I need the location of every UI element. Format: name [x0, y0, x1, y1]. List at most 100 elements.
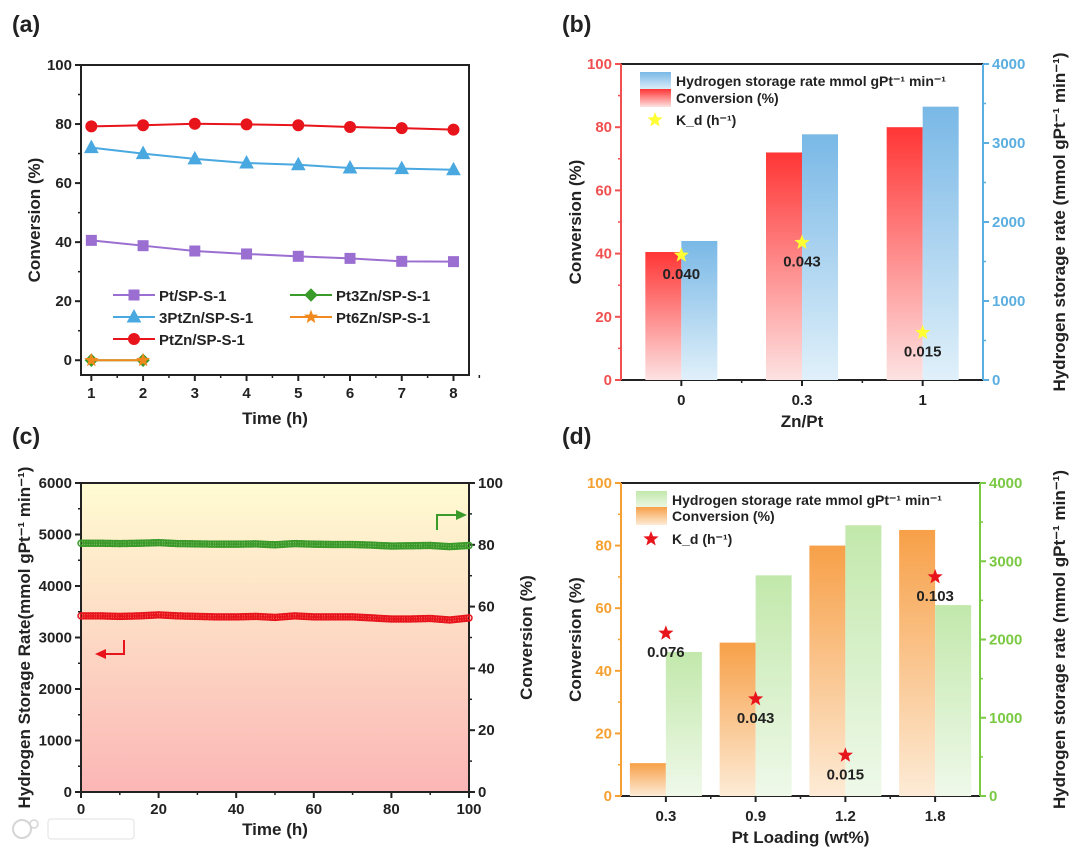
data-point: [411, 541, 420, 550]
kd-value-label: 0.076: [647, 644, 685, 661]
data-point: [130, 612, 139, 620]
data-point: [302, 612, 311, 621]
data-point: [157, 539, 165, 547]
data-point: [242, 540, 250, 548]
data-point: [341, 613, 350, 621]
data-point: [348, 540, 357, 549]
data-point: [290, 539, 299, 548]
series-3PtZn/SP-S-1: [84, 139, 461, 176]
series-line: [91, 239, 454, 263]
data-point: [96, 539, 105, 548]
data-point: [147, 611, 156, 619]
d-y2-axis-title: Hydrogen storage rate (mmol gPt⁻¹ min⁻¹): [1050, 470, 1069, 809]
data-point: [120, 539, 129, 548]
data-point: [86, 612, 95, 620]
c-y2-axis-tick-label: 100: [478, 475, 503, 492]
data-point: [247, 612, 255, 621]
data-point: [183, 612, 192, 620]
c-x-tick-label: 40: [228, 801, 245, 818]
data-point: [128, 539, 136, 548]
data-point: [198, 612, 206, 621]
data-point: [314, 613, 323, 621]
storage-rate-bar: [935, 605, 972, 796]
data-point: [225, 613, 233, 621]
legend-label: Hydrogen storage rate mmol gPt⁻¹ min⁻¹: [672, 492, 942, 508]
a-y-axis-tick-label: 80: [55, 116, 72, 133]
d-y2-axis-tick-label: 4000: [989, 475, 1022, 492]
data-point: [397, 615, 405, 623]
series-Pt6Zn/SP-S-1: [84, 352, 151, 367]
conversion-bar: [809, 545, 846, 796]
d-y-axis-tick-label: 60: [595, 600, 612, 617]
d-y-axis-tick-label: 100: [587, 475, 612, 492]
data-point: [205, 612, 214, 621]
data-point: [334, 540, 342, 549]
data-point: [164, 539, 173, 547]
data-point: [232, 540, 240, 548]
data-point: [344, 540, 352, 549]
data-point: [256, 612, 265, 621]
data-point: [390, 542, 398, 550]
c-x-tick-label: 0: [77, 801, 85, 818]
data-point: [268, 613, 277, 622]
watermark-logo: [12, 818, 135, 840]
data-point: [341, 540, 350, 549]
legend-swatch-conversion: [640, 89, 671, 107]
legend-label: Pt6Zn/SP-S-1: [336, 310, 430, 327]
data-point: [390, 615, 398, 623]
data-point: [363, 541, 371, 549]
legend-item: Pt3Zn/SP-S-1: [290, 288, 430, 305]
data-point: [213, 613, 221, 621]
b-y2-axis-tick-label: 2000: [992, 214, 1025, 231]
b-y2-axis-tick-label: 3000: [992, 135, 1025, 152]
data-point: [118, 539, 126, 548]
c-y2-axis-tick-label: 20: [478, 722, 495, 739]
data-point: [377, 541, 386, 550]
data-point: [465, 614, 473, 622]
data-point: [249, 540, 257, 548]
legend-swatch-storage-rate: [636, 491, 667, 509]
b-y-axis-title: Conversion (%): [566, 160, 585, 285]
conversion-bar: [645, 252, 682, 380]
data-point: [342, 159, 358, 174]
data-point: [215, 613, 223, 621]
c-y2-axis-title: Conversion (%): [517, 575, 536, 700]
data-point: [331, 613, 340, 621]
data-point: [200, 540, 209, 548]
c-y-axis-tick-label: 4000: [39, 578, 72, 595]
a-x-tick-label: 8: [449, 385, 457, 402]
a-x-tick-label: 1: [87, 385, 95, 402]
data-point: [307, 613, 316, 621]
series-PtZn/SP-S-1: [85, 117, 460, 136]
a-y-axis-tick-label: 100: [47, 57, 72, 74]
data-point: [312, 613, 320, 621]
legend-item: 3PtZn/SP-S-1: [113, 308, 253, 327]
d-y2-axis-tick-label: 3000: [989, 553, 1022, 570]
data-point: [187, 150, 203, 165]
data-point: [189, 245, 201, 257]
data-point: [85, 234, 97, 246]
data-point: [174, 539, 182, 548]
data-point: [130, 539, 139, 548]
data-point: [84, 612, 93, 620]
data-point: [135, 612, 143, 620]
data-point: [234, 613, 243, 621]
data-point: [424, 541, 432, 550]
data-point: [171, 611, 180, 620]
data-point: [387, 615, 396, 623]
data-point: [421, 541, 430, 550]
legend-label: K_d (h⁻¹): [676, 112, 736, 128]
storage-rate-bar: [755, 575, 792, 796]
data-point: [395, 122, 408, 135]
data-point: [331, 540, 340, 549]
data-point: [261, 613, 270, 621]
kd-star: [794, 234, 810, 249]
a-y-axis-title: Conversion (%): [25, 158, 44, 283]
c-y-axis-tick-label: 1000: [39, 733, 72, 750]
data-point: [322, 540, 330, 549]
data-point: [120, 612, 129, 621]
data-point: [191, 540, 199, 548]
data-point: [414, 615, 422, 623]
data-point: [152, 538, 160, 547]
data-point: [319, 613, 328, 621]
